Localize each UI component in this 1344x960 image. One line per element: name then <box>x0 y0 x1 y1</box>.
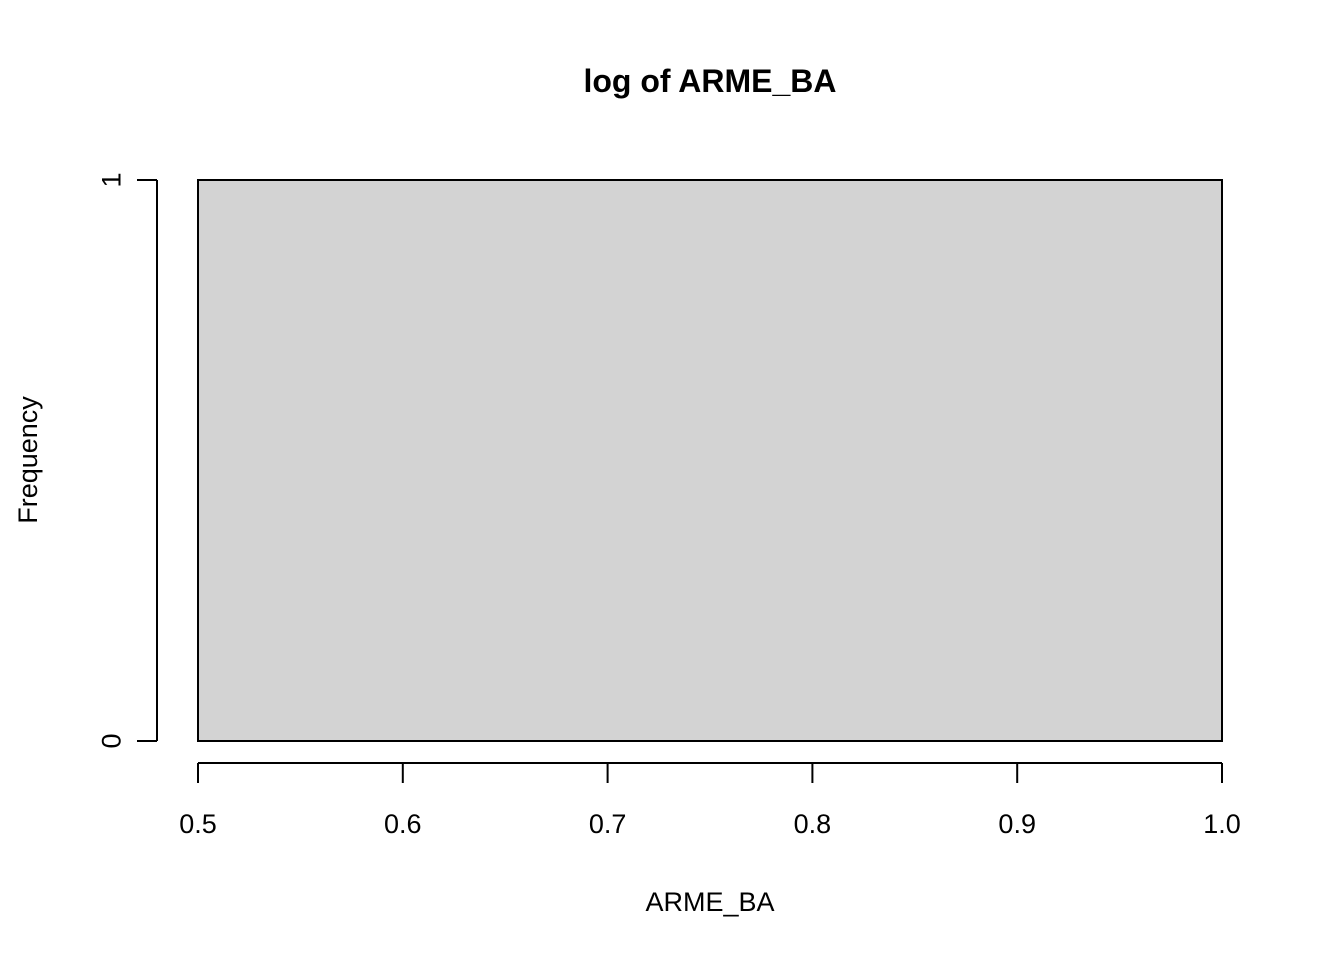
x-axis-label: ARME_BA <box>645 887 774 917</box>
y-axis-label: Frequency <box>13 396 43 524</box>
x-tick-label-3: 0.8 <box>794 809 832 839</box>
chart-title: log of ARME_BA <box>583 63 836 99</box>
x-tick-label-5: 1.0 <box>1203 809 1241 839</box>
x-axis: 0.5 0.6 0.7 0.8 0.9 1.0 <box>179 762 1241 839</box>
x-tick-label-1: 0.6 <box>384 809 422 839</box>
y-axis: 01 <box>96 172 158 749</box>
y-tick-label-0: 0 <box>96 733 126 748</box>
histogram-bars <box>197 179 1223 742</box>
y-tick-label-1: 1 <box>96 172 126 187</box>
x-tick-label-4: 0.9 <box>998 809 1036 839</box>
x-tick-label-2: 0.7 <box>589 809 627 839</box>
x-tick-label-0: 0.5 <box>179 809 217 839</box>
histogram-bar-0 <box>197 179 1223 742</box>
